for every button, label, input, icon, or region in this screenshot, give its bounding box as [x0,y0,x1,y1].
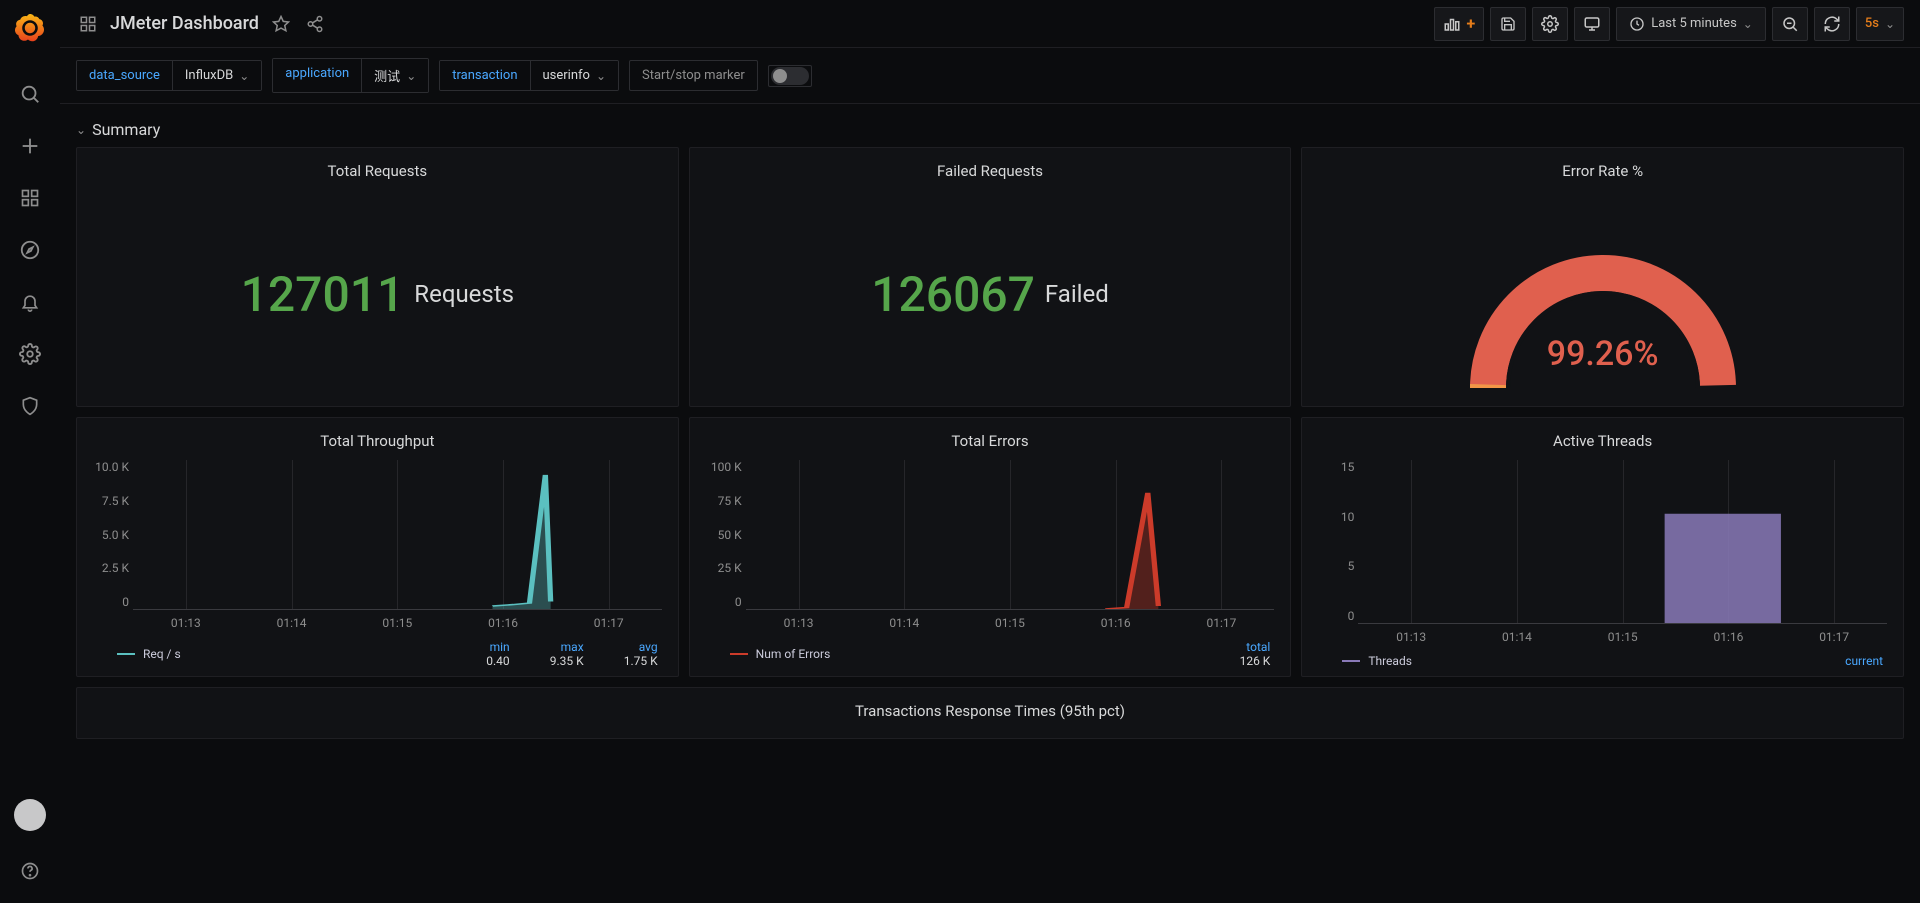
share-icon[interactable] [303,12,327,36]
chart-plot: 10.0 K7.5 K5.0 K2.5 K0 [133,460,662,610]
stat-suffix: Requests [414,280,514,308]
panel-response-times[interactable]: Transactions Response Times (95th pct) [76,687,1904,739]
page-title: JMeter Dashboard [110,13,259,34]
legend-swatch [730,653,748,655]
content: ⌄ Summary Total Requests 127011 Requests… [60,104,1920,903]
var-application: application 测试⌄ [272,58,429,93]
var-value-select[interactable]: userinfo⌄ [531,61,619,90]
var-label: application [273,59,362,92]
zoom-out-button[interactable] [1772,7,1808,41]
panel-throughput[interactable]: Total Throughput 10.0 K7.5 K5.0 K2.5 K0 … [76,417,679,677]
panel-title: Failed Requests [698,156,1283,190]
marker-label: Start/stop marker [629,60,758,91]
chevron-down-icon: ⌄ [76,123,86,137]
panel-error-rate[interactable]: Error Rate % 99.26% [1301,147,1904,407]
stat-value: 127011 [241,266,405,323]
panel-errors[interactable]: Total Errors 100 K75 K50 K25 K0 01:1301:… [689,417,1292,677]
chevron-down-icon: ⌄ [1885,17,1895,31]
legend-swatch [1342,660,1360,662]
var-label: data_source [77,61,173,90]
chevron-down-icon: ⌄ [1743,17,1753,31]
panel-failed-requests[interactable]: Failed Requests 126067 Failed [689,147,1292,407]
panel-title: Total Errors [698,426,1283,460]
dashboards-icon[interactable] [10,178,50,218]
topbar: JMeter Dashboard + Last 5 min [60,0,1920,48]
var-transaction: transaction userinfo⌄ [439,60,619,91]
save-button[interactable] [1490,7,1526,41]
time-range-label: Last 5 minutes [1651,16,1737,31]
var-data-source: data_source InfluxDB⌄ [76,60,262,91]
gear-icon[interactable] [10,334,50,374]
refresh-interval-button[interactable]: 5s ⌄ [1856,7,1904,41]
variable-bar: data_source InfluxDB⌄ application 测试⌄ tr… [60,48,1920,104]
marker-toggle-wrap [768,65,812,87]
star-icon[interactable] [269,12,293,36]
section-title: Summary [92,120,160,139]
bell-icon[interactable] [10,282,50,322]
panel-title: Active Threads [1310,426,1895,460]
add-panel-button[interactable]: + [1434,7,1485,41]
stat-suffix: Failed [1045,280,1109,308]
plus-icon[interactable] [10,126,50,166]
legend-label: Num of Errors [756,647,831,661]
refresh-interval-label: 5s [1865,16,1879,31]
settings-button[interactable] [1532,7,1568,41]
grafana-logo[interactable] [14,12,46,44]
var-value-select[interactable]: InfluxDB⌄ [173,61,261,90]
legend-swatch [117,653,135,655]
refresh-button[interactable] [1814,7,1850,41]
shield-icon[interactable] [10,386,50,426]
panel-title: Total Requests [85,156,670,190]
help-icon[interactable] [10,851,50,891]
main: JMeter Dashboard + Last 5 min [60,0,1920,903]
legend-label: Threads [1368,654,1412,668]
time-range-button[interactable]: Last 5 minutes ⌄ [1616,7,1766,41]
monitor-button[interactable] [1574,7,1610,41]
sidebar [0,0,60,903]
panel-title: Error Rate % [1310,156,1895,190]
compass-icon[interactable] [10,230,50,270]
chart-plot: 100 K75 K50 K25 K0 [746,460,1275,610]
marker-toggle[interactable] [771,67,809,85]
section-summary-toggle[interactable]: ⌄ Summary [76,112,1904,147]
chart-plot: 151050 [1358,460,1887,624]
panel-title: Total Throughput [85,426,670,460]
panel-title: Transactions Response Times (95th pct) [85,696,1895,730]
avatar[interactable] [14,799,46,831]
var-label: transaction [440,61,530,90]
var-value-select[interactable]: 测试⌄ [362,59,428,92]
search-icon[interactable] [10,74,50,114]
gauge-value: 99.26% [1547,334,1659,374]
dashboards-icon[interactable] [76,12,100,36]
stat-value: 126067 [871,266,1035,323]
panel-threads[interactable]: Active Threads 151050 01:1301:1401:1501:… [1301,417,1904,677]
panel-total-requests[interactable]: Total Requests 127011 Requests [76,147,679,407]
legend-label: Req / s [143,647,181,661]
